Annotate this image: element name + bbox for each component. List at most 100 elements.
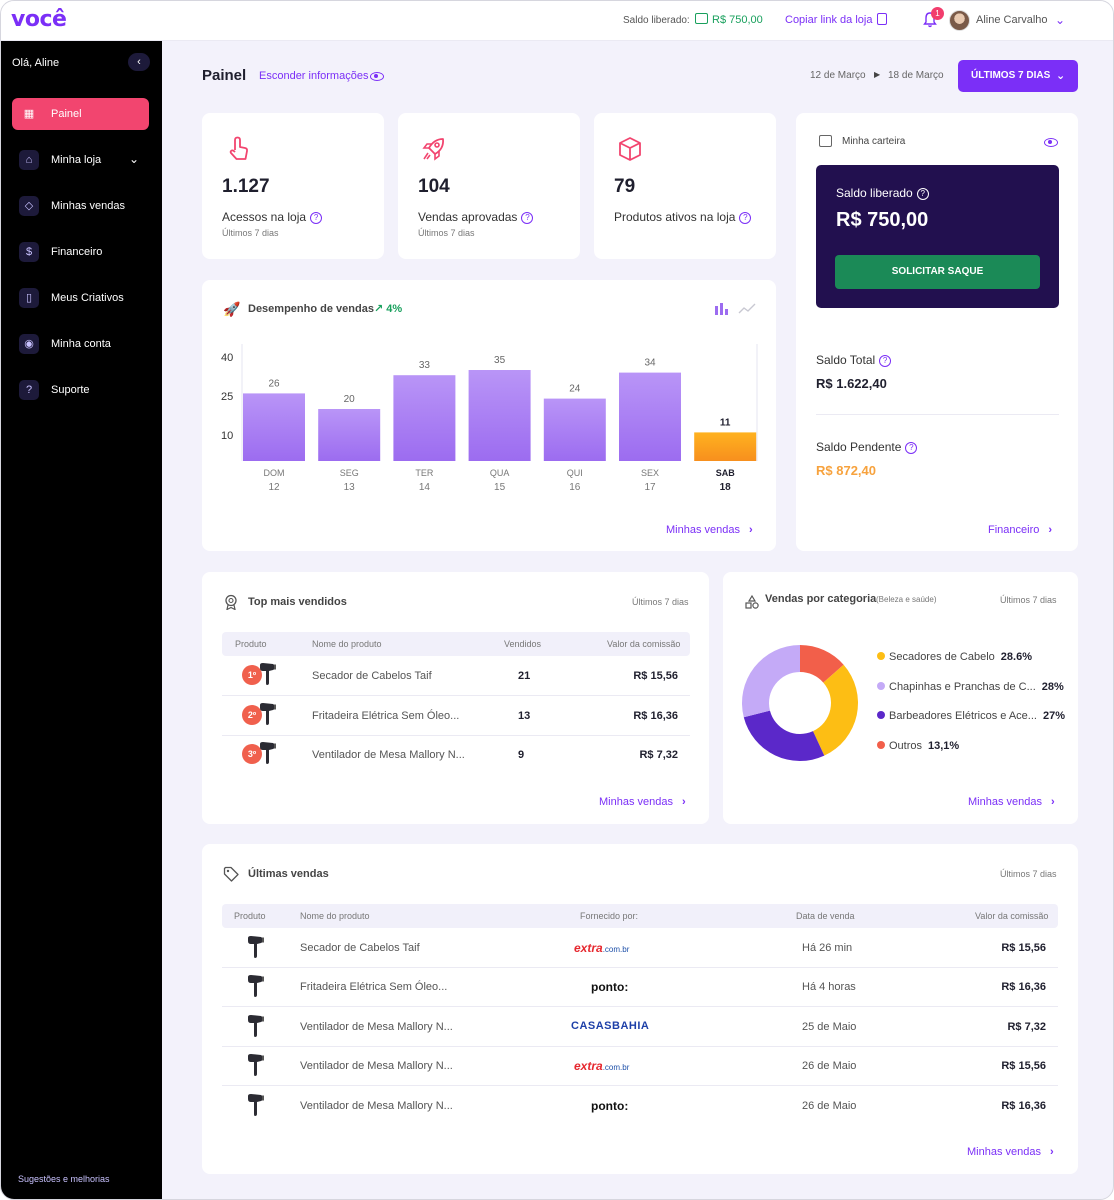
legend-item: Chapinhas e Pranchas de C... 28% xyxy=(877,681,1064,693)
sidebar-item-label: Financeiro xyxy=(51,246,103,258)
chevron-down-icon[interactable]: ⌄ xyxy=(128,152,139,166)
chevron-down-icon[interactable]: ⌄ xyxy=(1055,13,1066,27)
released-label: Saldo liberado? xyxy=(836,186,929,200)
my-sales-link[interactable]: Minhas vendas › xyxy=(967,1146,1054,1158)
hair-dryer-icon xyxy=(260,702,276,725)
help-icon: ? xyxy=(19,380,39,400)
supplier-logo-extra: extra.com.br xyxy=(574,1059,629,1073)
bar-value-label: 24 xyxy=(569,384,581,395)
table-row[interactable]: Secador de Cabelos Taif extra.com.br Há 26… xyxy=(222,929,1058,968)
commission-value: R$ 15,56 xyxy=(1001,1060,1046,1073)
eye-icon[interactable] xyxy=(370,72,384,81)
table-header: Produto Nome do produto Vendidos Valor d… xyxy=(222,632,690,656)
commission-value: R$ 16,36 xyxy=(1001,1099,1046,1112)
sidebar-item-minha-conta[interactable]: ◉ Minha conta xyxy=(12,328,149,360)
top-bar: você Saldo liberado: R$ 750,00 Copiar li… xyxy=(1,1,1113,41)
avatar[interactable] xyxy=(949,10,970,31)
table-row[interactable]: Ventilador de Mesa Mallory N... CASASBAHI… xyxy=(222,1008,1058,1047)
collapse-sidebar-button[interactable]: ‹ xyxy=(128,53,150,71)
sidebar-item-label: Minhas vendas xyxy=(51,200,125,212)
brand-logo[interactable]: você xyxy=(11,7,67,32)
column-header: Data de venda xyxy=(796,911,855,921)
supplier-logo-casasbahia: CASASBAHIA xyxy=(571,1019,650,1032)
help-icon[interactable]: ? xyxy=(739,212,752,224)
hair-dryer-icon xyxy=(248,1014,264,1037)
donut-slice[interactable] xyxy=(742,645,800,718)
date-from: 12 de Março xyxy=(810,70,866,81)
bar-seg[interactable] xyxy=(318,409,381,461)
my-sales-link[interactable]: Minhas vendas › xyxy=(666,524,753,536)
x-tick-day: 17 xyxy=(644,482,656,493)
suggestions-link[interactable]: Sugestões e melhorias xyxy=(18,1174,110,1184)
donut-slice[interactable] xyxy=(743,710,825,761)
x-tick-label: QUA xyxy=(490,468,510,478)
table-row[interactable]: Ventilador de Mesa Mallory N... ponto: 26 … xyxy=(222,1087,1058,1126)
supplier-name: extra xyxy=(574,1059,603,1074)
donut-slice[interactable] xyxy=(812,664,858,756)
my-sales-link[interactable]: Minhas vendas › xyxy=(968,796,1055,808)
total-balance-value: R$ 1.622,40 xyxy=(816,376,887,391)
product-name: Ventilador de Mesa Mallory N... xyxy=(300,1099,453,1112)
my-sales-link[interactable]: Minhas vendas › xyxy=(599,796,686,808)
donut-slice[interactable] xyxy=(800,645,844,683)
bar-value-label: 33 xyxy=(419,360,431,371)
user-name[interactable]: Aline Carvalho xyxy=(976,14,1048,26)
commission-value: R$ 7,32 xyxy=(639,749,678,761)
sidebar-item-suporte[interactable]: ? Suporte xyxy=(12,374,149,406)
help-icon[interactable]: ? xyxy=(521,212,534,224)
hide-info-toggle[interactable]: Esconder informações xyxy=(259,70,369,82)
sidebar-item-meus-criativos[interactable]: ▯ Meus Criativos xyxy=(12,282,149,314)
help-icon[interactable]: ? xyxy=(916,188,929,200)
stat-period: Últimos 7 dias xyxy=(222,228,279,238)
pending-balance-value: R$ 872,40 xyxy=(816,463,876,478)
table-row[interactable]: Ventilador de Mesa Mallory N... extra.com… xyxy=(222,1047,1058,1087)
bar-chart-icon[interactable] xyxy=(714,302,728,315)
bar-value-label: 11 xyxy=(720,417,731,428)
bar-dom[interactable] xyxy=(243,393,305,461)
bar-qua[interactable] xyxy=(468,370,531,461)
withdraw-button[interactable]: SOLICITAR SAQUE xyxy=(835,255,1040,289)
eye-icon[interactable] xyxy=(1044,138,1058,147)
sidebar-item-minha-loja[interactable]: ⌂ Minha loja ⌄ xyxy=(12,144,149,176)
box-icon xyxy=(619,137,641,161)
wallet-title: Minha carteira xyxy=(842,136,906,147)
table-row[interactable]: 2º Fritadeira Elétrica Sem Óleo... 13 R$ 16… xyxy=(222,697,690,736)
chevron-right-icon: › xyxy=(1050,1146,1054,1158)
stat-card-accesses: 1.127 Acessos na loja? Últimos 7 dias xyxy=(202,113,384,259)
help-icon[interactable]: ? xyxy=(310,212,323,224)
help-icon[interactable]: ? xyxy=(905,442,918,454)
copy-icon[interactable] xyxy=(877,13,887,25)
table-row[interactable]: 1º Secador de Cabelos Taif 21 R$ 15,56 xyxy=(222,657,690,696)
date-range-button[interactable]: ÚLTIMOS 7 DIAS ⌄ xyxy=(958,60,1078,92)
hair-dryer-icon xyxy=(248,1093,264,1116)
section-title: Vendas por categoria xyxy=(765,593,877,605)
y-tick-label: 25 xyxy=(221,391,233,403)
sidebar-item-minhas-vendas[interactable]: ◇ Minhas vendas xyxy=(12,190,149,222)
table-row[interactable]: 3º Ventilador de Mesa Mallory N... 9 R$ 7,3… xyxy=(222,736,690,775)
hair-dryer-icon xyxy=(260,742,276,764)
released-value: R$ 750,00 xyxy=(836,209,929,231)
bar-sex[interactable] xyxy=(619,372,681,461)
x-tick-label: SEX xyxy=(641,468,659,478)
bar-value-label: 35 xyxy=(494,355,506,366)
released-balance-box: Saldo liberado? R$ 750,00 SOLICITAR SAQU… xyxy=(816,165,1059,308)
chevron-right-icon: › xyxy=(1051,796,1055,808)
sidebar-item-financeiro[interactable]: $ Financeiro xyxy=(12,236,149,268)
help-icon[interactable]: ? xyxy=(879,355,892,367)
legend-item: Secadores de Cabelo 28.6% xyxy=(877,651,1032,663)
rank-badge: 1º xyxy=(242,665,262,685)
bar-sab[interactable] xyxy=(694,432,757,461)
x-tick-day: 18 xyxy=(720,482,732,493)
table-row[interactable]: Fritadeira Elétrica Sem Óleo... ponto: Há … xyxy=(222,968,1058,1008)
finance-link[interactable]: Financeiro › xyxy=(988,524,1053,536)
x-tick-label: SEG xyxy=(340,468,359,478)
line-chart-icon[interactable] xyxy=(738,302,756,315)
sidebar-item-painel[interactable]: ▦ Painel xyxy=(12,98,149,130)
copy-store-link[interactable]: Copiar link da loja xyxy=(785,14,873,26)
pending-balance-label: Saldo Pendente? xyxy=(816,440,918,454)
date-to: 18 de Março xyxy=(888,70,944,81)
balance-label: Saldo liberado: xyxy=(623,15,690,26)
bar-ter[interactable] xyxy=(393,375,456,461)
bar-qui[interactable] xyxy=(543,398,606,461)
